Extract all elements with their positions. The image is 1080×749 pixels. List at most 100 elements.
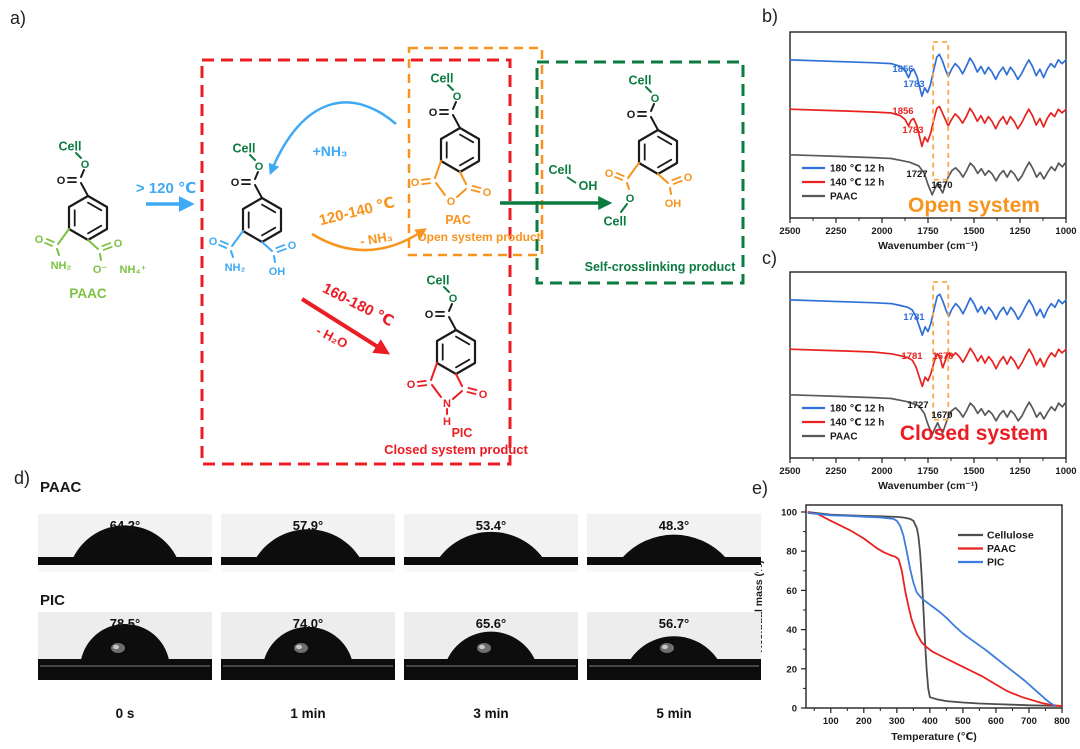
atom-label: NH₂	[51, 260, 72, 272]
x-tick-label: 100	[823, 716, 839, 727]
panel-c-letter: c)	[762, 248, 777, 268]
bond	[657, 158, 673, 169]
closed-system-dashed-box	[200, 58, 512, 466]
water-droplet	[447, 631, 535, 660]
bond	[87, 239, 99, 250]
x-tick-label: 1250	[1009, 466, 1030, 477]
bond	[459, 133, 475, 144]
bond	[261, 226, 277, 237]
atom-label: Cell	[59, 139, 82, 153]
molecule-pac: O O Cell O O O	[411, 71, 492, 207]
molecule-intermediate: O O Cell O NH₂ O OH	[209, 141, 297, 277]
panel-b-letter: b)	[762, 6, 778, 26]
contact-angle-value: 57.9°	[293, 518, 324, 533]
water-droplet	[264, 626, 352, 660]
substrate-bar	[38, 557, 212, 565]
atom-label: O	[483, 187, 492, 199]
bond	[615, 172, 625, 177]
tga-curve	[807, 511, 1063, 707]
substrate-bar	[38, 659, 212, 680]
water-droplet	[81, 624, 169, 660]
x-axis-label: Temperature (℃)	[891, 731, 976, 743]
atom-label: OH	[665, 198, 682, 210]
axes-frame	[805, 504, 1063, 709]
bond	[87, 224, 103, 235]
bond	[455, 358, 471, 369]
bond	[626, 182, 630, 190]
bond	[276, 248, 287, 253]
contact-angle-photo: 65.6°	[404, 612, 578, 680]
y-tick-label: 100	[781, 508, 797, 519]
label-pac: PAC	[445, 213, 470, 227]
droplet-highlight-core	[296, 644, 302, 650]
open-system-dashed-box	[407, 46, 544, 257]
x-axis-label: Wavenumber (cm⁻¹)	[878, 240, 978, 252]
bond	[645, 86, 652, 93]
atom-label: N	[443, 398, 451, 410]
bond	[87, 201, 103, 212]
substrate-bar	[587, 557, 761, 565]
self-crosslinking-dashed-box	[535, 60, 745, 285]
bond	[430, 362, 438, 381]
atom-label: O	[605, 168, 614, 180]
atom-label: Cell	[233, 141, 256, 155]
water-droplet	[256, 529, 360, 558]
x-tick-label: 1750	[917, 466, 938, 477]
arrow-label-120-140: 120-140 ℃	[317, 194, 396, 229]
atom-label: Cell	[629, 73, 652, 87]
tga-chart: 100 200 300 400 500 600 700 800 0 20 40 60 80 100 Temp…	[753, 504, 1070, 743]
time-label: 1 min	[290, 706, 325, 721]
water-droplet	[73, 525, 177, 558]
bond	[466, 391, 477, 395]
contact-angle-value: 74.0°	[293, 616, 324, 631]
time-label: 3 min	[473, 706, 508, 721]
arrow-plus-nh3	[268, 101, 397, 176]
peak-annotation: 1670	[931, 180, 952, 191]
ftir-open-chart: 2500 2250 2000 1750 1500 1250 1000 Wavenumber (…	[779, 31, 1077, 252]
substrate-bar	[404, 659, 578, 680]
bond	[448, 316, 457, 331]
spectrum-curve	[789, 393, 1067, 436]
peak-annotation: 1856	[892, 64, 913, 75]
droplet-highlight-core	[662, 644, 668, 650]
peak-annotation: 1783	[903, 79, 924, 90]
contact-angle-photo: 74.0°	[221, 612, 395, 680]
row-label-paac: PAAC	[40, 479, 82, 496]
label-self-crosslinking-product: Self-crosslinking product	[585, 260, 737, 274]
atom-label: O	[479, 389, 488, 401]
cell-oh-bond	[566, 176, 577, 184]
atom-label: O	[288, 240, 297, 252]
contact-angle-photo: 56.7°	[587, 612, 761, 680]
bond	[249, 154, 256, 161]
bond	[452, 390, 463, 400]
atom-label: O	[447, 196, 456, 208]
atom-label: O	[209, 236, 218, 248]
system-title: Open system	[908, 194, 1040, 217]
bond	[650, 103, 655, 112]
bond	[620, 203, 628, 213]
bond	[459, 171, 467, 185]
atom-label: O	[425, 309, 434, 321]
bond	[57, 228, 70, 245]
substrate-strip	[404, 565, 578, 572]
arrow-label-oh: OH	[579, 179, 598, 193]
bond	[80, 169, 85, 178]
peak-annotation: 1781	[901, 351, 923, 362]
bond	[447, 84, 454, 91]
bond	[455, 373, 463, 387]
bond	[420, 178, 431, 181]
peak-annotation: 1781	[903, 312, 925, 323]
bond	[434, 160, 442, 179]
spectrum-curve	[789, 53, 1067, 98]
substrate-bar	[404, 557, 578, 565]
atom-label: NH₄⁺	[120, 264, 147, 276]
arrow-label-160-180: 160-180 ℃	[320, 280, 397, 330]
arrow-label-gt-120: > 120 ℃	[136, 180, 196, 197]
bond	[471, 185, 482, 189]
legend-label: 180 ℃ 12 h	[830, 404, 884, 415]
legend-label: PAAC	[830, 432, 858, 443]
atom-label: O	[627, 109, 636, 121]
x-tick-label: 500	[955, 716, 971, 727]
bond	[231, 230, 244, 247]
bond	[459, 156, 475, 167]
